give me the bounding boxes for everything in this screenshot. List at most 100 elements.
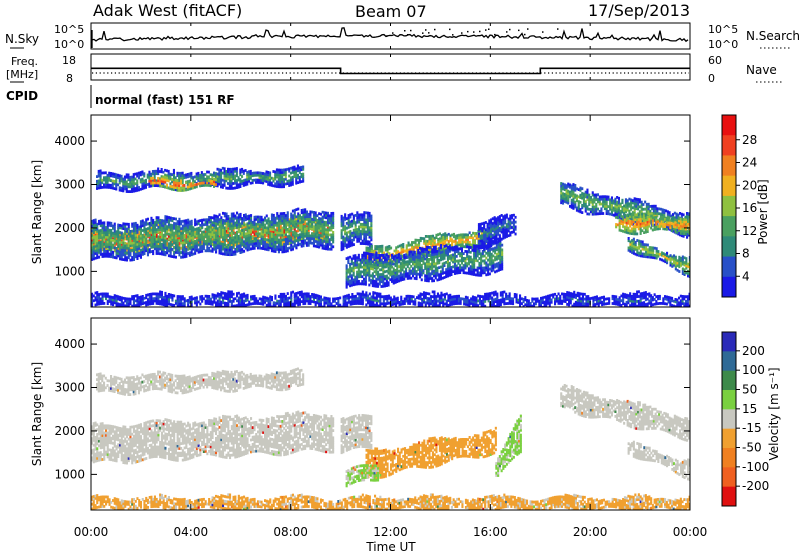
power-panel: 1000 2000 3000 4000 Slant Range [km] 4 8 12 16… xyxy=(30,114,770,308)
colorbar-swatch xyxy=(722,409,736,430)
velocity-region-7 xyxy=(627,440,690,481)
y-tick-label: 4000 xyxy=(54,337,85,351)
velocity-colorbar: 200 100 50 15 -15 -50 -100 -200 xyxy=(721,331,769,507)
noise-search-dot xyxy=(386,35,388,37)
colorbar-swatch xyxy=(722,332,736,352)
noise-search-dot xyxy=(473,31,475,33)
power-region-11 xyxy=(91,290,690,307)
time-tick-label: 00:00 xyxy=(673,525,708,539)
colorbar-swatch xyxy=(722,115,736,136)
time-axis-ticks: 00:00 04:00 08:00 12:00 16:00 20:00 00:00 xyxy=(74,23,708,539)
velocity-y-ticks: 1000 2000 3000 4000 xyxy=(54,337,690,481)
colorbar-swatch xyxy=(722,175,736,197)
colorbar-swatch xyxy=(722,370,736,391)
colorbar-swatch xyxy=(722,467,736,488)
noise-search-dot xyxy=(506,31,508,33)
y-tick-label: 4000 xyxy=(54,134,85,148)
velocity-colorbar-tick-label: 15 xyxy=(742,402,757,416)
velocity-colorbar-tick-label: -200 xyxy=(742,479,769,493)
noise-search-dot xyxy=(524,33,526,36)
power-region-9 xyxy=(615,212,690,236)
noise-right-tick-bottom: 10^0 xyxy=(708,38,738,51)
velocity-region-2 xyxy=(340,414,373,455)
time-tick-label: 12:00 xyxy=(373,525,408,539)
noise-search-dot xyxy=(449,28,451,31)
power-region-6 xyxy=(345,237,504,289)
noise-tick-top: 10^5 xyxy=(54,23,84,36)
nave-label: Nave xyxy=(746,63,777,77)
velocity-region-8 xyxy=(91,493,690,510)
noise-search-dot xyxy=(425,29,427,31)
colorbar-swatch xyxy=(722,195,736,217)
noise-tick-bottom: 10^0 xyxy=(54,38,84,51)
velocity-region-1 xyxy=(96,367,305,396)
time-tick-label: 08:00 xyxy=(273,525,308,539)
colorbar-swatch xyxy=(722,448,736,468)
noise-search-dot xyxy=(479,30,481,33)
velocity-panel: 1000 2000 3000 4000 Slant Range [km] 200 100… xyxy=(30,317,781,511)
noise-search-dot xyxy=(557,28,559,30)
noise-search-dot xyxy=(407,34,409,36)
colorbar-swatch xyxy=(722,276,736,298)
power-colorbar-tick-label: 4 xyxy=(742,269,750,283)
colorbar-swatch xyxy=(722,351,736,372)
noise-search-dot xyxy=(410,29,412,32)
velocity-colorbar-tick-label: -100 xyxy=(742,460,769,474)
velocity-region-4 xyxy=(345,464,380,488)
noise-search-dot xyxy=(494,33,496,36)
velocity-colorbar-tick-label: 50 xyxy=(742,383,757,397)
freq-panel: Freq. [MHz] 18 8 60 0 Nave xyxy=(6,53,782,85)
velocity-colorbar-label: Velocity [m s⁻¹] xyxy=(767,367,781,460)
velocity-region-0 xyxy=(91,410,335,465)
velocity-ylabel: Slant Range [km] xyxy=(30,362,44,466)
time-tick-label: 16:00 xyxy=(473,525,508,539)
power-y-ticks: 1000 2000 3000 4000 xyxy=(54,134,690,278)
beam-label: Beam 07 xyxy=(355,2,427,21)
power-colorbar-tick-label: 8 xyxy=(742,247,750,261)
freq-label-1: Freq. xyxy=(11,55,38,68)
power-region-3 xyxy=(148,175,217,192)
noise-search-dot xyxy=(509,28,511,31)
power-region-7 xyxy=(477,213,517,251)
colorbar-frame xyxy=(721,331,737,507)
power-colorbar-tick-label: 12 xyxy=(742,224,757,238)
power-region-4 xyxy=(340,211,373,252)
colorbar-swatch xyxy=(722,256,736,278)
power-colorbar-label: Power [dB] xyxy=(756,179,770,244)
noise-search-dot xyxy=(392,32,394,34)
colorbar-swatch xyxy=(722,236,736,258)
nave-tick-bottom: 0 xyxy=(708,72,715,85)
power-region-1 xyxy=(91,207,335,262)
velocity-region-6 xyxy=(560,384,690,443)
noise-search-dot xyxy=(485,29,487,31)
nave-tick-top: 60 xyxy=(708,54,722,67)
y-tick-label: 2000 xyxy=(54,424,85,438)
site-title: Adak West (fitACF) xyxy=(93,1,242,20)
freq-series xyxy=(91,67,690,75)
noise-search-dot xyxy=(527,28,529,30)
noise-search-series xyxy=(386,28,559,37)
power-colorbar-tick-label: 16 xyxy=(742,201,757,215)
noise-search-dot xyxy=(542,31,544,33)
noise-panel: N.Sky 10^5 10^0 10^5 10^0 N.Search xyxy=(5,22,800,51)
velocity-colorbar-tick-label: -50 xyxy=(742,441,762,455)
noise-right-tick-top: 10^5 xyxy=(708,23,738,36)
y-tick-label: 3000 xyxy=(54,178,85,192)
power-region-10 xyxy=(627,237,690,278)
y-tick-label: 3000 xyxy=(54,381,85,395)
noise-search-label: N.Search xyxy=(746,29,800,43)
colorbar-swatch xyxy=(722,428,736,449)
cpid-label: CPID xyxy=(6,89,38,103)
time-tick-label: 00:00 xyxy=(74,525,109,539)
velocity-heatmap xyxy=(91,367,690,510)
time-tick-label: 04:00 xyxy=(174,525,209,539)
freq-panel-frame xyxy=(90,53,691,81)
noise-search-dot xyxy=(404,30,406,32)
noise-sky-label: N.Sky xyxy=(5,32,39,46)
velocity-panel-background xyxy=(91,318,690,510)
noise-sky-series xyxy=(91,27,689,48)
date-label: 17/Sep/2013 xyxy=(588,1,690,20)
noise-search-dot xyxy=(518,29,520,32)
cpid-text: normal (fast) 151 RF xyxy=(95,93,235,107)
